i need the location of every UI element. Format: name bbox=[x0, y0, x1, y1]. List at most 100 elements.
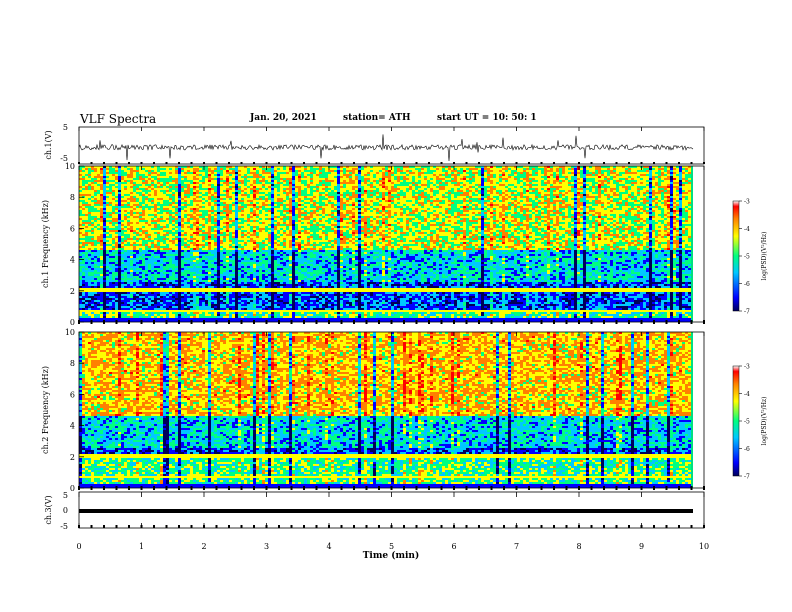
spectrogram-cell bbox=[139, 182, 142, 184]
spectrogram-cell bbox=[109, 290, 112, 292]
spectrogram-cell bbox=[211, 196, 214, 198]
spectrogram-cell bbox=[94, 194, 97, 196]
spectrogram-cell bbox=[205, 250, 208, 252]
spectrogram-cell bbox=[217, 314, 220, 316]
spectrogram-cell bbox=[256, 274, 259, 276]
spectrogram-cell bbox=[220, 222, 223, 224]
spectrogram-cell bbox=[130, 262, 133, 264]
spectrogram-cell bbox=[208, 290, 211, 292]
spectrogram-cell bbox=[250, 252, 253, 254]
spectrogram-cell bbox=[193, 186, 196, 188]
spectrogram-cell bbox=[85, 306, 88, 308]
spectrogram-cell bbox=[130, 198, 133, 200]
spectrogram-cell bbox=[163, 192, 166, 194]
spectrogram-cell bbox=[193, 252, 196, 254]
spectrogram-cell bbox=[220, 274, 223, 276]
spectrogram-cell bbox=[151, 302, 154, 304]
spectrogram-cell bbox=[256, 272, 259, 274]
spectrogram-cell bbox=[112, 220, 115, 222]
spectrogram-cell bbox=[241, 216, 244, 218]
spectrogram-cell bbox=[217, 262, 220, 264]
spectrogram-cell bbox=[97, 226, 100, 228]
spectrogram-cell bbox=[253, 296, 256, 298]
spectrogram-cell bbox=[268, 224, 271, 226]
spectrogram-cell bbox=[82, 226, 85, 228]
spectrogram-cell bbox=[217, 284, 220, 286]
spectrogram-cell bbox=[82, 202, 85, 204]
spectrogram-cell bbox=[133, 256, 136, 258]
spectrogram-cell bbox=[226, 168, 229, 170]
spectrogram-cell bbox=[88, 230, 91, 232]
spectrogram-cell bbox=[166, 244, 169, 246]
spectrogram-cell bbox=[130, 274, 133, 276]
spectrogram-cell bbox=[172, 218, 175, 220]
spectrogram-cell bbox=[184, 294, 187, 296]
spectrogram-cell bbox=[175, 182, 178, 184]
spectrogram-cell bbox=[217, 240, 220, 242]
spectrogram-cell bbox=[157, 266, 160, 268]
spectrogram-cell bbox=[253, 188, 256, 190]
spectrogram-cell bbox=[181, 200, 184, 202]
spectrogram-cell bbox=[112, 260, 115, 262]
spectrogram-cell bbox=[151, 190, 154, 192]
spectrogram-cell bbox=[181, 318, 184, 320]
spectrogram-cell bbox=[211, 178, 214, 180]
spectrogram-cell bbox=[169, 168, 172, 170]
spectrogram-cell bbox=[121, 316, 124, 318]
spectrogram-cell bbox=[88, 282, 91, 284]
spectrogram-cell bbox=[214, 242, 217, 244]
spectrogram-cell bbox=[208, 308, 211, 310]
spectrogram-cell bbox=[133, 292, 136, 294]
spectrogram-cell bbox=[205, 318, 208, 320]
spectrogram-cell bbox=[82, 254, 85, 256]
spectrogram-cell bbox=[211, 226, 214, 228]
spectrogram-cell bbox=[199, 206, 202, 208]
spectrogram-cell bbox=[232, 196, 235, 198]
spectrogram-cell bbox=[262, 222, 265, 224]
spectrogram-cell bbox=[193, 196, 196, 198]
spectrogram-cell bbox=[220, 188, 223, 190]
spectrogram-cell bbox=[217, 194, 220, 196]
spectrogram-cell bbox=[142, 232, 145, 234]
spectrogram-cell bbox=[127, 274, 130, 276]
spectrogram-cell bbox=[88, 238, 91, 240]
spectrogram-cell bbox=[88, 318, 91, 320]
spectrogram-cell bbox=[163, 188, 166, 190]
spectrogram-cell bbox=[205, 212, 208, 214]
spectrogram-cell bbox=[238, 308, 241, 310]
spectrogram-cell bbox=[208, 300, 211, 302]
spectrogram-cell bbox=[220, 306, 223, 308]
spectrogram-cell bbox=[190, 182, 193, 184]
spectrogram-cell bbox=[151, 182, 154, 184]
spectrogram-cell bbox=[214, 200, 217, 202]
spectrogram-cell bbox=[211, 238, 214, 240]
spectrogram-cell bbox=[85, 312, 88, 314]
spectrogram-cell bbox=[145, 204, 148, 206]
spectrogram-cell bbox=[196, 268, 199, 270]
spectrogram-cell bbox=[256, 208, 259, 210]
spectrogram-cell bbox=[241, 202, 244, 204]
spectrogram-cell bbox=[229, 260, 232, 262]
spectrogram-cell bbox=[79, 250, 82, 252]
spectrogram-cell bbox=[172, 190, 175, 192]
spectrogram-cell bbox=[223, 256, 226, 258]
spectrogram-cell bbox=[208, 250, 211, 252]
spectrogram-cell bbox=[88, 288, 91, 290]
spectrogram-cell bbox=[190, 244, 193, 246]
spectrogram-cell bbox=[220, 214, 223, 216]
spectrogram-cell bbox=[205, 256, 208, 258]
spectrogram-cell bbox=[262, 294, 265, 296]
spectrogram-cell bbox=[148, 318, 151, 320]
spectrogram-cell bbox=[88, 302, 91, 304]
spectrogram-cell bbox=[88, 208, 91, 210]
spectrogram-cell bbox=[115, 316, 118, 318]
spectrogram-cell bbox=[139, 314, 142, 316]
spectrogram-cell bbox=[235, 170, 238, 172]
spectrogram-cell bbox=[244, 238, 247, 240]
spectrogram-cell bbox=[157, 222, 160, 224]
spectrogram-cell bbox=[187, 272, 190, 274]
spectrogram-cell bbox=[202, 230, 205, 232]
spectrogram-cell bbox=[148, 266, 151, 268]
spectrogram-cell bbox=[178, 192, 181, 194]
spectrogram-cell bbox=[169, 244, 172, 246]
